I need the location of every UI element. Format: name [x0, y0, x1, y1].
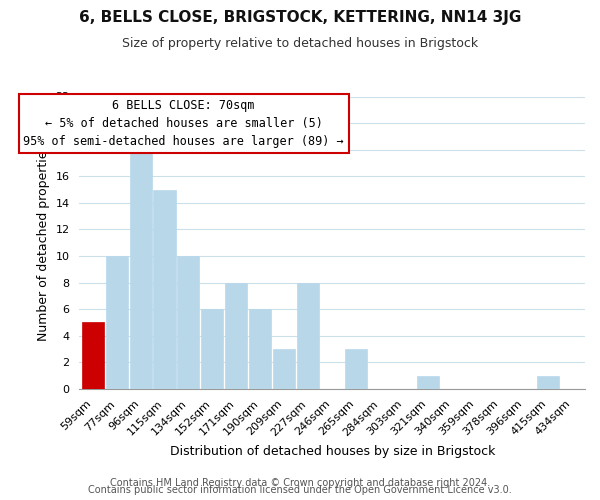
Bar: [417, 376, 439, 389]
Bar: [130, 150, 152, 389]
Text: Contains HM Land Registry data © Crown copyright and database right 2024.: Contains HM Land Registry data © Crown c…: [110, 478, 490, 488]
Bar: [82, 322, 104, 389]
Bar: [106, 256, 128, 389]
Bar: [226, 282, 247, 389]
Bar: [273, 349, 295, 389]
Text: Contains public sector information licensed under the Open Government Licence v3: Contains public sector information licen…: [88, 485, 512, 495]
Y-axis label: Number of detached properties: Number of detached properties: [37, 144, 50, 341]
Bar: [178, 256, 199, 389]
Bar: [154, 190, 176, 389]
Bar: [250, 309, 271, 389]
X-axis label: Distribution of detached houses by size in Brigstock: Distribution of detached houses by size …: [170, 444, 495, 458]
Bar: [345, 349, 367, 389]
Text: 6 BELLS CLOSE: 70sqm
← 5% of detached houses are smaller (5)
95% of semi-detache: 6 BELLS CLOSE: 70sqm ← 5% of detached ho…: [23, 99, 344, 148]
Bar: [202, 309, 223, 389]
Text: 6, BELLS CLOSE, BRIGSTOCK, KETTERING, NN14 3JG: 6, BELLS CLOSE, BRIGSTOCK, KETTERING, NN…: [79, 10, 521, 25]
Text: Size of property relative to detached houses in Brigstock: Size of property relative to detached ho…: [122, 38, 478, 51]
Bar: [297, 282, 319, 389]
Bar: [537, 376, 559, 389]
